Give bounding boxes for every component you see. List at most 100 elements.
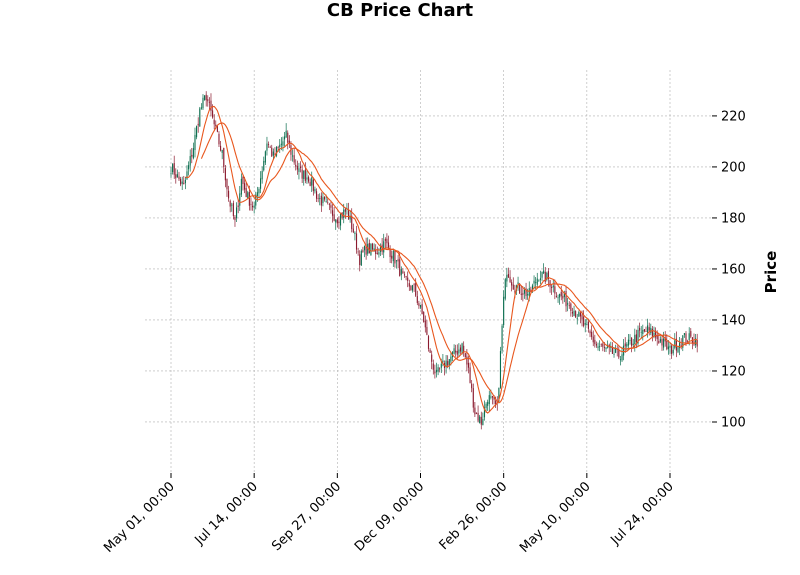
- candle-body: [309, 181, 311, 186]
- candle-body: [514, 291, 516, 293]
- candle-body: [618, 349, 620, 358]
- candle-body: [448, 359, 450, 366]
- candle-body: [661, 338, 663, 346]
- candle-body: [687, 341, 689, 343]
- candle-body: [581, 314, 583, 320]
- candle-body: [666, 340, 668, 350]
- candle-body: [176, 174, 178, 178]
- candle-body: [655, 330, 657, 338]
- candle-body: [375, 249, 377, 255]
- candle-body: [411, 285, 414, 291]
- candle-body: [368, 242, 370, 254]
- candle-body: [415, 282, 417, 296]
- candle-body: [562, 295, 564, 299]
- candle-body: [395, 260, 398, 262]
- candle-body: [586, 324, 588, 326]
- candle-body: [315, 191, 318, 199]
- candle-body: [250, 203, 252, 205]
- candle-body: [439, 368, 441, 370]
- candle-body: [690, 331, 692, 337]
- candle-body: [688, 333, 690, 340]
- candle-body: [387, 242, 390, 249]
- candle-body: [228, 190, 230, 199]
- candle-body: [240, 178, 242, 195]
- candle-body: [349, 215, 351, 220]
- candle-body: [208, 101, 210, 103]
- candle-body: [432, 363, 434, 370]
- candle-body: [584, 323, 586, 325]
- candle-body: [656, 335, 658, 340]
- candle-body: [663, 338, 665, 348]
- candle-body: [287, 132, 289, 143]
- candle-body: [311, 177, 313, 186]
- y-tick-label: 220: [721, 109, 746, 124]
- candle-body: [648, 327, 650, 331]
- candle-body: [488, 395, 490, 405]
- candle-body: [472, 388, 474, 408]
- candle-body: [640, 331, 642, 333]
- candle-body: [447, 361, 449, 366]
- candle-body: [431, 354, 433, 362]
- candle-body: [552, 285, 554, 288]
- candle-body: [576, 318, 578, 320]
- candle-body: [323, 196, 326, 200]
- candle-body: [231, 204, 233, 206]
- candle-body: [421, 304, 423, 315]
- x-tick-label: Dec 09, 00:00: [352, 479, 427, 554]
- candle-body: [685, 333, 687, 343]
- y-tick-label: 140: [721, 313, 746, 328]
- candle-body: [536, 278, 538, 285]
- candle-body: [570, 303, 572, 311]
- candle-body: [389, 248, 391, 258]
- candle-body: [261, 170, 263, 180]
- candle-body: [384, 239, 386, 241]
- candle-body: [298, 168, 300, 172]
- candle-body: [455, 350, 457, 353]
- candle-body: [296, 165, 298, 170]
- candle-body: [463, 345, 465, 352]
- candle-body: [559, 293, 561, 298]
- candle-body: [399, 259, 401, 277]
- candle-body: [498, 387, 500, 402]
- candle-body: [461, 343, 463, 354]
- candle-body: [215, 124, 217, 126]
- candle-body: [307, 176, 310, 182]
- candle-body: [373, 248, 375, 251]
- candle-body: [435, 369, 438, 373]
- candle-body: [229, 200, 231, 207]
- candle-body: [191, 154, 193, 157]
- candle-body: [675, 338, 677, 351]
- y-tick-label: 100: [721, 415, 746, 430]
- x-tick-label: Jul 24, 00:00: [607, 479, 676, 548]
- candle-body: [483, 407, 486, 418]
- candle-body: [212, 110, 214, 118]
- y-tick-label: 180: [721, 211, 746, 226]
- candle-body: [555, 296, 558, 298]
- candle-body: [445, 360, 447, 368]
- candle-body: [672, 349, 674, 354]
- candle-body: [645, 331, 647, 332]
- candle-body: [674, 340, 676, 348]
- candle-body: [207, 99, 209, 102]
- candle-body: [256, 192, 258, 196]
- candle-body: [624, 343, 626, 347]
- candle-body: [560, 291, 562, 297]
- candle-body: [477, 412, 479, 421]
- candle-body: [248, 191, 250, 206]
- candle-body: [202, 97, 204, 109]
- candle-body: [303, 170, 305, 179]
- candle-body: [210, 100, 212, 111]
- candle-body: [615, 348, 617, 353]
- candle-body: [623, 345, 625, 356]
- candle-body: [523, 289, 526, 294]
- candle-body: [220, 145, 222, 151]
- candle-body: [405, 275, 407, 278]
- candle-body: [469, 367, 471, 383]
- candle-body: [607, 346, 609, 348]
- candle-body: [371, 243, 374, 250]
- candle-body: [232, 203, 234, 216]
- candle-body: [184, 179, 186, 184]
- candle-body: [458, 349, 460, 354]
- candle-body: [205, 94, 207, 101]
- candle-body: [299, 166, 302, 169]
